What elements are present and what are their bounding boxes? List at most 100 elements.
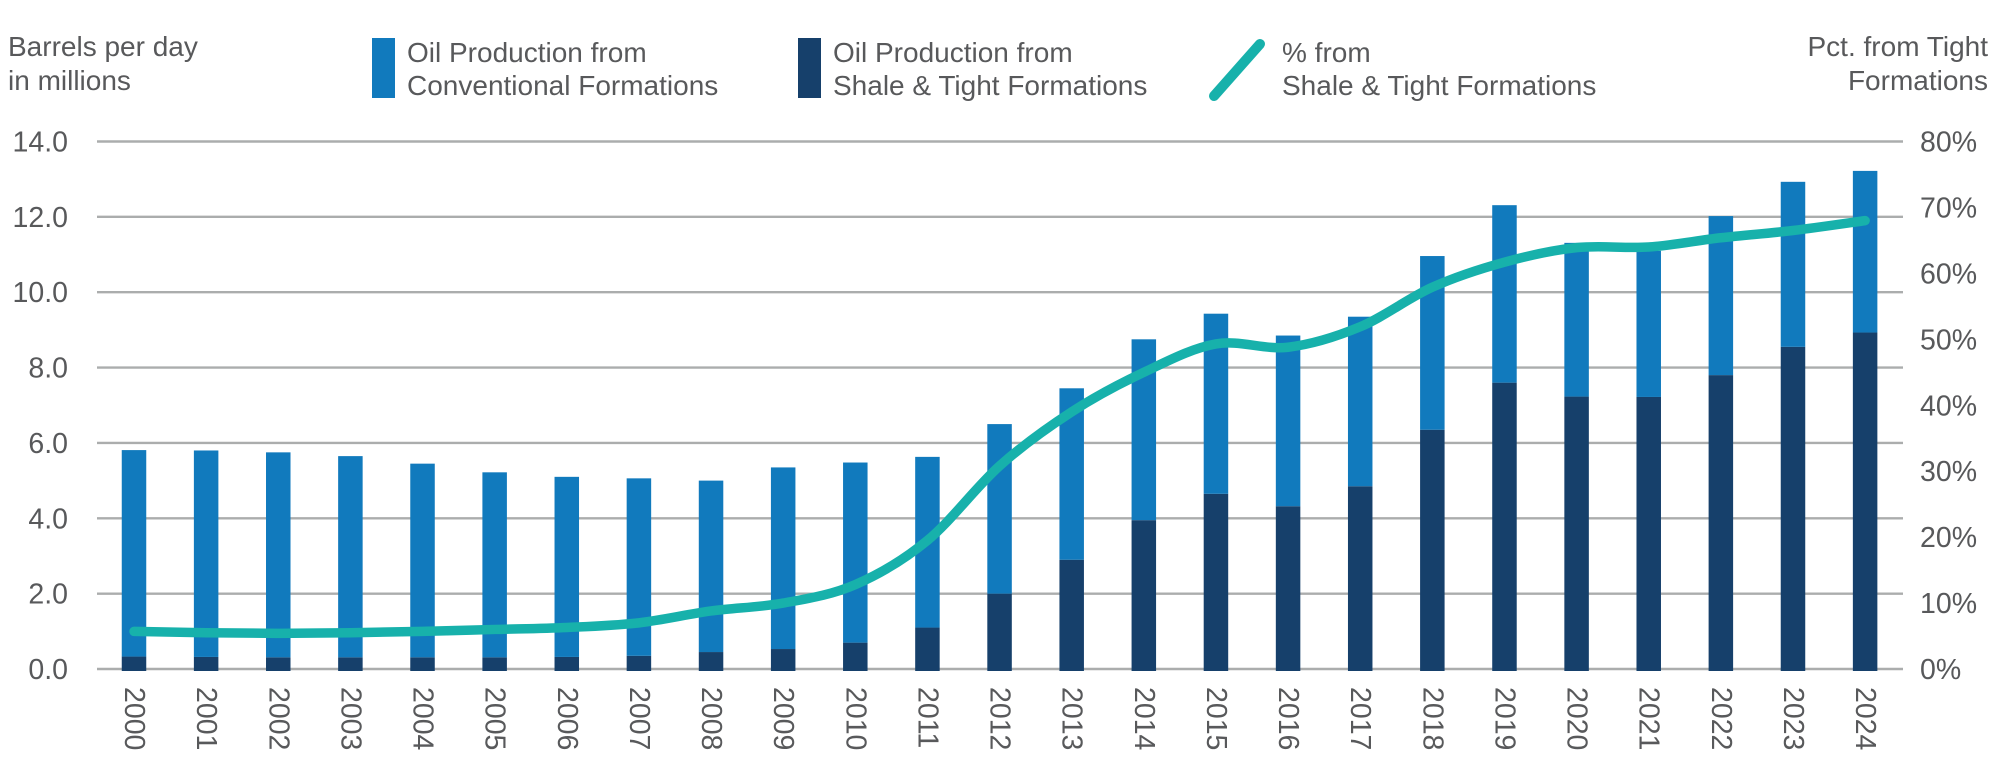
bar-conventional-2002 xyxy=(266,452,291,658)
x-tick-label-2022: 2022 xyxy=(1705,687,1737,750)
left-tick-label: 4.0 xyxy=(28,503,68,535)
left-tick-label: 8.0 xyxy=(28,353,68,385)
bar-conventional-2023 xyxy=(1780,181,1806,347)
left-tick-label: 2.0 xyxy=(28,579,68,611)
y-axis-labels-right: 0% 10% 20% 30% 40% 50% 60% 70% 80% xyxy=(1920,127,1977,687)
x-tick-label-2009: 2009 xyxy=(767,687,799,750)
bar-conventional-2007 xyxy=(626,478,652,656)
right-tick-label: 80% xyxy=(1920,127,1977,159)
legend-label-shale-line2: Shale & Tight Formations xyxy=(833,70,1148,101)
bar-conventional-2012 xyxy=(987,424,1012,594)
bar-shale-2015 xyxy=(1203,493,1229,671)
bar-conventional-2004 xyxy=(410,463,435,658)
bar-shale-2024 xyxy=(1852,332,1878,671)
bar-shale-2004 xyxy=(410,657,435,671)
legend-label-pct-line1: % from xyxy=(1282,37,1371,68)
bar-conventional-2010 xyxy=(843,462,868,643)
bar-shale-2016 xyxy=(1275,506,1301,671)
right-axis-title-line1: Pct. from Tight xyxy=(1807,31,1989,62)
x-tick-label-2019: 2019 xyxy=(1488,687,1520,750)
left-tick-label: 0.0 xyxy=(28,654,68,686)
right-axis-title-line2: Formations xyxy=(1847,65,1988,96)
x-tick-label-2020: 2020 xyxy=(1561,687,1593,750)
bar-shale-2014 xyxy=(1131,520,1157,671)
x-tick-label-2004: 2004 xyxy=(407,687,439,751)
legend-label-pct-line2: Shale & Tight Formations xyxy=(1282,70,1597,101)
bar-shale-2020 xyxy=(1564,396,1589,671)
right-tick-label: 0% xyxy=(1920,654,1961,686)
right-axis-title: Pct. from Tight Formations xyxy=(1808,30,1989,98)
bar-shale-2001 xyxy=(193,656,219,671)
right-tick-label: 50% xyxy=(1920,324,1977,356)
bar-conventional-2001 xyxy=(193,450,219,657)
x-tick-label-2003: 2003 xyxy=(334,687,366,750)
x-tick-label-2021: 2021 xyxy=(1633,687,1665,750)
bar-conventional-2008 xyxy=(698,480,724,653)
x-tick-label-2002: 2002 xyxy=(262,687,294,750)
bars-group xyxy=(121,170,1878,671)
bar-conventional-2024 xyxy=(1852,170,1878,333)
bar-shale-2000 xyxy=(121,656,147,671)
bar-conventional-2020 xyxy=(1564,242,1589,397)
bar-shale-2023 xyxy=(1780,346,1806,671)
right-tick-label: 60% xyxy=(1920,258,1977,290)
x-tick-label-2007: 2007 xyxy=(623,687,655,750)
bar-shale-2011 xyxy=(915,627,940,671)
bar-shale-2007 xyxy=(626,655,652,671)
y-axis-labels-left: 0.0 2.0 4.0 6.0 8.0 10.0 12.0 14.0 xyxy=(13,127,68,687)
bar-conventional-2021 xyxy=(1636,250,1661,397)
x-tick-label-2001: 2001 xyxy=(190,687,222,750)
bar-shale-2008 xyxy=(698,652,724,671)
right-tick-label: 10% xyxy=(1920,588,1977,620)
bar-shale-2002 xyxy=(266,657,291,671)
bar-shale-2019 xyxy=(1492,382,1517,671)
bar-shale-2010 xyxy=(843,642,868,671)
bar-shale-2006 xyxy=(554,656,580,671)
bar-conventional-2009 xyxy=(770,467,796,650)
legend-label-conventional-line1: Oil Production from xyxy=(407,37,647,68)
legend-label-shale-line1: Oil Production from xyxy=(833,37,1073,68)
legend-pct-line-icon xyxy=(1209,39,1265,101)
bar-shale-2003 xyxy=(338,657,363,671)
x-tick-label-2010: 2010 xyxy=(839,687,871,750)
bar-shale-2022 xyxy=(1708,375,1734,671)
bar-conventional-2019 xyxy=(1492,205,1517,383)
x-tick-label-2013: 2013 xyxy=(1056,687,1088,750)
legend-label-shale: Oil Production from Shale & Tight Format… xyxy=(833,36,1147,102)
x-tick-label-2024: 2024 xyxy=(1849,687,1881,751)
bar-shale-2013 xyxy=(1059,559,1084,671)
bar-conventional-2016 xyxy=(1275,335,1301,507)
legend-label-conventional-line2: Conventional Formations xyxy=(407,70,719,101)
x-tick-label-2008: 2008 xyxy=(695,687,727,750)
x-tick-label-2012: 2012 xyxy=(984,687,1016,750)
x-tick-label-2015: 2015 xyxy=(1200,687,1232,750)
x-tick-label-2016: 2016 xyxy=(1272,687,1304,750)
pct-line-path xyxy=(129,215,1870,639)
right-tick-label: 30% xyxy=(1920,456,1977,488)
left-tick-label: 10.0 xyxy=(13,277,68,309)
left-tick-label: 12.0 xyxy=(13,202,68,234)
left-axis-title: Barrels per day in millions xyxy=(8,30,198,98)
x-tick-label-2005: 2005 xyxy=(479,687,511,750)
bar-shale-2017 xyxy=(1347,486,1373,671)
left-tick-label: 14.0 xyxy=(13,127,68,159)
right-tick-label: 70% xyxy=(1920,192,1977,224)
bar-shale-2012 xyxy=(987,593,1012,671)
legend-swatch-conventional-icon xyxy=(372,38,395,98)
bar-shale-2021 xyxy=(1636,396,1661,671)
x-tick-label-2000: 2000 xyxy=(118,687,150,750)
x-tick-label-2017: 2017 xyxy=(1344,687,1376,750)
left-tick-label: 6.0 xyxy=(28,428,68,460)
bar-shale-2018 xyxy=(1420,429,1445,671)
x-tick-label-2018: 2018 xyxy=(1416,687,1448,750)
left-axis-title-line1: Barrels per day xyxy=(8,31,198,62)
bar-conventional-2017 xyxy=(1347,316,1373,487)
legend-label-pct: % from Shale & Tight Formations xyxy=(1282,36,1596,102)
x-tick-label-2023: 2023 xyxy=(1777,687,1809,750)
bar-conventional-2000 xyxy=(121,450,147,657)
x-axis-labels: 2000 2001 2002 2003 2004 2005 2006 2007 2008 2009… xyxy=(118,687,1881,751)
bar-conventional-2003 xyxy=(338,456,363,658)
bar-shale-2009 xyxy=(770,649,796,671)
